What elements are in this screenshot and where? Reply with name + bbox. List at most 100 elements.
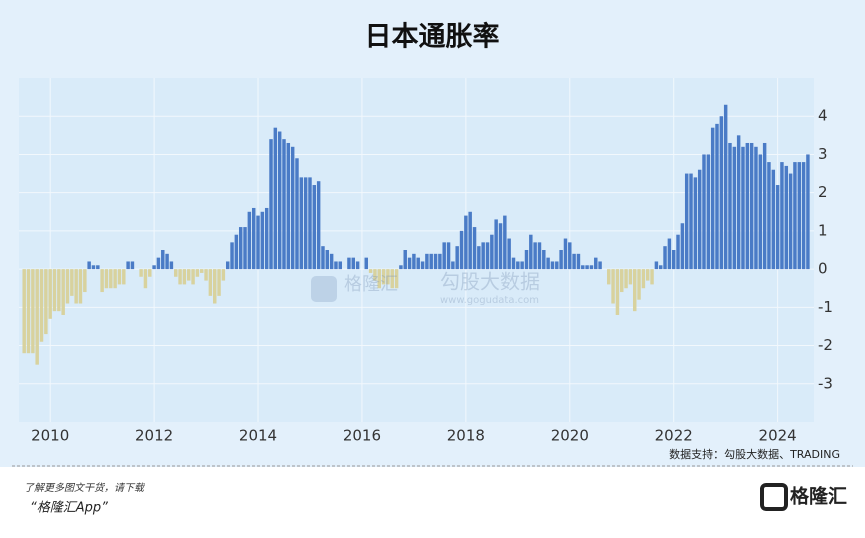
- bar: [658, 265, 663, 270]
- logo-icon: [760, 483, 788, 511]
- bar: [490, 234, 494, 270]
- bar: [148, 269, 152, 277]
- bar: [559, 250, 563, 270]
- bar: [615, 269, 620, 315]
- bar: [217, 269, 221, 296]
- bar: [788, 173, 793, 270]
- bar: [438, 253, 442, 270]
- bar: [550, 261, 555, 270]
- footer-bg: [0, 467, 865, 538]
- bar: [433, 253, 438, 270]
- bar: [801, 162, 806, 270]
- bar: [334, 261, 338, 270]
- bar: [195, 269, 200, 277]
- bar: [671, 250, 676, 270]
- bar: [329, 253, 334, 270]
- bar: [420, 261, 425, 270]
- bar: [308, 177, 312, 270]
- bar: [498, 223, 503, 270]
- bar: [598, 261, 602, 270]
- bar: [472, 227, 477, 270]
- bar: [693, 177, 698, 270]
- bar: [22, 269, 26, 354]
- bar: [178, 269, 182, 285]
- footer-line1: 了解更多图文干货，请下载: [24, 482, 146, 494]
- bar: [213, 269, 217, 304]
- bar: [161, 250, 165, 270]
- bar: [503, 215, 507, 270]
- bar: [706, 154, 711, 270]
- bar: [286, 142, 291, 270]
- bar: [806, 154, 810, 270]
- bar: [399, 265, 403, 270]
- bar: [745, 142, 750, 270]
- bar: [394, 269, 399, 289]
- bar: [273, 127, 278, 270]
- bar: [594, 257, 598, 270]
- bar: [83, 269, 87, 293]
- bar: [156, 257, 161, 270]
- y-tick-label: -3: [818, 374, 833, 392]
- bar: [563, 238, 568, 270]
- bar: [386, 269, 390, 285]
- y-tick-label: -1: [818, 298, 833, 316]
- bar: [481, 242, 485, 270]
- bar: [200, 269, 204, 273]
- y-tick-label: 2: [818, 183, 828, 201]
- bar: [312, 185, 317, 270]
- bar: [793, 162, 797, 270]
- bar: [35, 269, 39, 365]
- bar: [109, 269, 113, 289]
- bar: [442, 242, 446, 270]
- bar: [451, 261, 455, 270]
- bar: [221, 269, 226, 281]
- bar: [247, 211, 252, 270]
- bar: [260, 211, 265, 270]
- bar: [697, 169, 702, 270]
- bar: [767, 162, 771, 270]
- bar: [191, 269, 195, 285]
- watermark-url: www.gogudata.com: [440, 295, 539, 306]
- bar: [325, 250, 330, 270]
- bar: [555, 261, 559, 270]
- x-tick-label: 2016: [343, 427, 381, 445]
- bar: [187, 269, 191, 281]
- bar: [784, 165, 789, 270]
- bar: [182, 269, 187, 285]
- bar: [533, 242, 537, 270]
- bar: [243, 227, 247, 270]
- bar: [581, 265, 585, 270]
- bar: [390, 269, 394, 289]
- bar: [412, 253, 416, 270]
- bar: [633, 269, 637, 312]
- bar: [299, 177, 304, 270]
- footer-line2: “格隆汇App”: [30, 501, 108, 516]
- bar: [680, 223, 685, 270]
- bar: [689, 173, 693, 270]
- bar: [736, 135, 741, 270]
- bar: [87, 261, 91, 270]
- bar: [269, 139, 273, 270]
- bar: [174, 269, 178, 277]
- bar: [65, 269, 70, 304]
- bar: [520, 261, 524, 270]
- bar: [96, 265, 100, 270]
- y-tick-label: -2: [818, 336, 833, 354]
- bar: [637, 269, 641, 300]
- bar: [702, 154, 706, 270]
- bar: [780, 162, 784, 270]
- watermark: 格隆汇 勾股大数据 www.gogudata.com: [311, 270, 540, 306]
- bar: [139, 269, 143, 277]
- bar: [373, 269, 377, 281]
- bar: [117, 269, 122, 285]
- bar: [204, 269, 208, 281]
- bar: [355, 261, 360, 270]
- bar: [464, 215, 468, 270]
- bar: [152, 265, 156, 270]
- bar: [641, 269, 646, 289]
- bar: [762, 142, 767, 270]
- bar: [494, 219, 498, 270]
- bar: [251, 207, 256, 270]
- x-tick-label: 2022: [655, 427, 693, 445]
